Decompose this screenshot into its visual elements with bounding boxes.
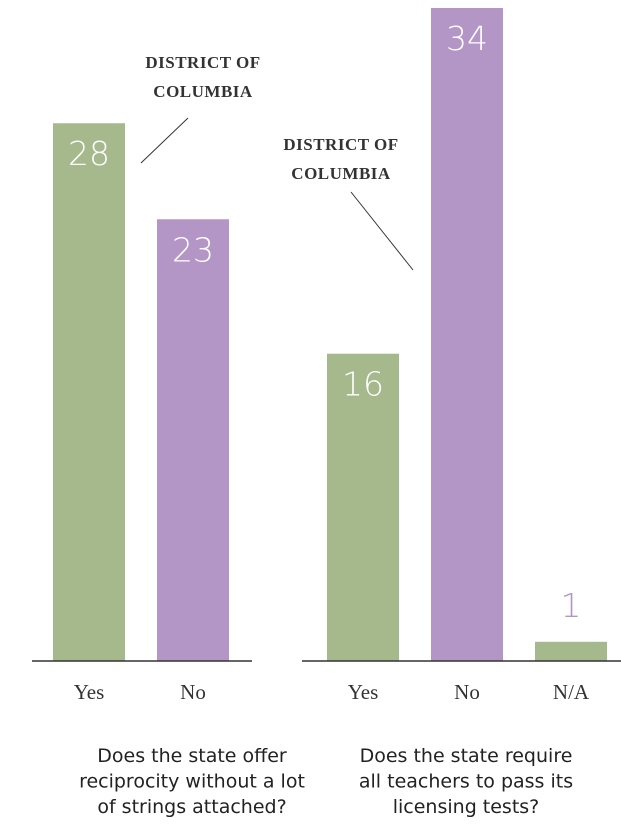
bar xyxy=(431,8,503,661)
chart-title: all teachers to pass its xyxy=(359,771,573,793)
x-tick-label: N/A xyxy=(553,680,590,704)
value-label: 28 xyxy=(68,134,110,173)
annotation: COLUMBIA xyxy=(291,164,391,183)
leader-line xyxy=(350,191,414,271)
x-tick-label: Yes xyxy=(348,680,379,704)
leader-line xyxy=(140,117,189,164)
bar xyxy=(157,219,229,661)
bar xyxy=(535,641,607,661)
annotation: DISTRICT OF xyxy=(283,135,398,154)
value-label: 16 xyxy=(342,365,384,404)
value-label: 34 xyxy=(446,19,488,58)
chart-title: Does the state offer xyxy=(97,745,287,767)
value-label: 1 xyxy=(561,586,582,625)
x-tick-label: No xyxy=(454,680,480,704)
annotation: COLUMBIA xyxy=(153,82,253,101)
bar xyxy=(327,353,399,661)
chart-title: reciprocity without a lot xyxy=(79,771,305,793)
bar xyxy=(53,123,125,661)
annotation: DISTRICT OF xyxy=(145,53,260,72)
chart-title: licensing tests? xyxy=(393,796,540,818)
x-tick-label: Yes xyxy=(74,680,105,704)
value-label: 23 xyxy=(172,230,214,269)
chart-title: of strings attached? xyxy=(97,796,286,818)
x-tick-label: No xyxy=(180,680,206,704)
chart-title: Does the state require xyxy=(360,745,573,767)
